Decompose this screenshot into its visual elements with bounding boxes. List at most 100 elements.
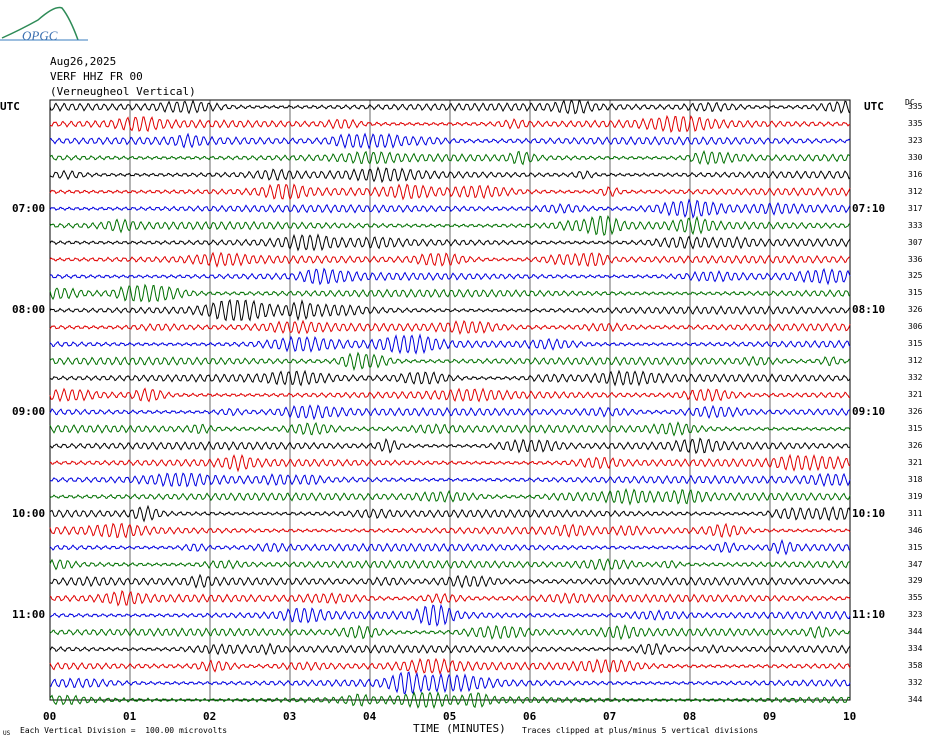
hour-label-right: 09:10 (852, 405, 886, 418)
seismic-trace (49, 437, 851, 455)
dc-offset-label: 315 (908, 339, 923, 349)
seismic-trace (49, 642, 851, 656)
date-label: Aug26,2025 (50, 55, 117, 68)
dc-offset-label: 325 (908, 271, 923, 281)
seismic-trace (49, 166, 851, 184)
x-tick-label: 09 (763, 710, 777, 723)
x-tick-label: 02 (203, 710, 217, 723)
seismic-trace (49, 472, 851, 488)
hour-label-left: 10:00 (12, 506, 46, 520)
dc-offset-label: 307 (908, 237, 923, 247)
footer-clip-note: Traces clipped at plus/minus 5 vertical … (522, 726, 759, 735)
x-tick-label: 08 (683, 710, 697, 723)
seismic-trace (49, 351, 851, 372)
logo-text: OPGC (22, 28, 58, 43)
seismic-trace (49, 558, 851, 572)
dc-offset-label: 334 (908, 644, 923, 654)
dc-offset-label: 344 (908, 695, 923, 704)
dc-offset-label: 312 (908, 356, 923, 366)
dc-offset-label: 318 (908, 474, 923, 484)
station-label: VERF HHZ FR 00 (50, 70, 143, 83)
dc-offset-label: 326 (908, 305, 923, 315)
x-tick-label: 04 (363, 710, 377, 723)
hour-label-right: 07:10 (852, 201, 886, 215)
dc-offset-label: 330 (908, 152, 923, 162)
hour-label-left: 07:00 (12, 201, 46, 215)
dc-label: DC (905, 98, 915, 107)
seismic-trace (49, 298, 851, 322)
dc-offset-label: 315 (908, 542, 923, 552)
seismic-trace (49, 132, 851, 150)
dc-offset-label: 326 (908, 407, 923, 416)
seismic-trace (49, 522, 851, 539)
seismic-trace (49, 504, 851, 523)
dc-offset-label: 335 (908, 102, 923, 111)
dc-offset-label: 333 (908, 220, 923, 230)
hour-label-right: 11:10 (852, 608, 886, 622)
station-name-label: (Verneugheol Vertical) (50, 85, 196, 98)
seismic-trace (49, 603, 851, 627)
seismic-trace (49, 404, 851, 421)
seismic-trace (49, 283, 851, 303)
hour-label-right: 10:10 (852, 506, 886, 520)
x-tick-label: 06 (523, 710, 537, 723)
dc-offset-label: 321 (908, 457, 923, 467)
dc-offset-label: 312 (908, 186, 923, 196)
seismic-trace (49, 198, 851, 219)
hour-label-right: 08:10 (852, 303, 886, 317)
x-tick-label: 01 (123, 710, 137, 723)
dc-offset-label: 311 (908, 508, 923, 518)
corner-mark: US (3, 730, 11, 737)
dc-offset-label: 329 (908, 576, 923, 586)
seismic-trace (49, 267, 851, 286)
seismic-trace (49, 590, 851, 607)
x-tick-label: 10 (843, 710, 857, 723)
seismic-trace (49, 624, 851, 641)
seismic-trace (49, 251, 851, 268)
dc-offset-label: 306 (908, 322, 923, 332)
dc-offset-label: 344 (908, 627, 923, 637)
x-tick-label: 00 (43, 710, 57, 723)
dc-offset-label: 316 (908, 169, 923, 179)
seismic-trace (49, 150, 851, 166)
seismic-trace (49, 114, 851, 133)
seismic-trace (49, 691, 851, 709)
utc-right-label: UTC (864, 100, 884, 113)
seismic-trace (49, 671, 851, 695)
dc-offset-label: 317 (908, 203, 923, 213)
hour-label-left: 09:00 (12, 405, 46, 418)
seismic-trace (49, 421, 851, 437)
dc-offset-label: 355 (908, 593, 923, 603)
hour-label-left: 11:00 (12, 608, 46, 622)
utc-left-label: UTC (0, 100, 20, 113)
seismic-trace (49, 488, 851, 506)
seismic-trace (49, 387, 851, 403)
dc-offset-label: 346 (908, 525, 923, 535)
seismic-trace (49, 453, 851, 473)
seismic-trace (49, 183, 851, 201)
dc-offset-label: 315 (908, 423, 923, 433)
seismic-trace (49, 657, 851, 675)
opgc-logo (0, 6, 88, 41)
x-tick-label: 07 (603, 710, 617, 723)
dc-offset-label: 323 (908, 135, 923, 145)
x-tick-label: 05 (443, 710, 457, 723)
seismic-trace (49, 333, 851, 355)
dc-offset-label: 332 (908, 373, 923, 383)
seismic-trace (49, 573, 851, 589)
seismic-trace (49, 99, 851, 115)
seismic-trace (49, 538, 851, 556)
dc-offset-label: 315 (908, 288, 923, 298)
dc-offset-label: 319 (908, 491, 923, 501)
dc-offset-label: 358 (908, 661, 923, 671)
seismic-trace (49, 233, 851, 252)
dc-offset-label: 323 (908, 610, 923, 620)
seismic-trace (49, 369, 851, 387)
dc-offset-label: 326 (908, 440, 923, 450)
x-tick-label: 03 (283, 710, 297, 723)
dc-offset-label: 332 (908, 678, 923, 688)
seismic-trace (49, 215, 851, 237)
dc-offset-label: 321 (908, 390, 923, 399)
dc-offset-label: 336 (908, 254, 923, 264)
